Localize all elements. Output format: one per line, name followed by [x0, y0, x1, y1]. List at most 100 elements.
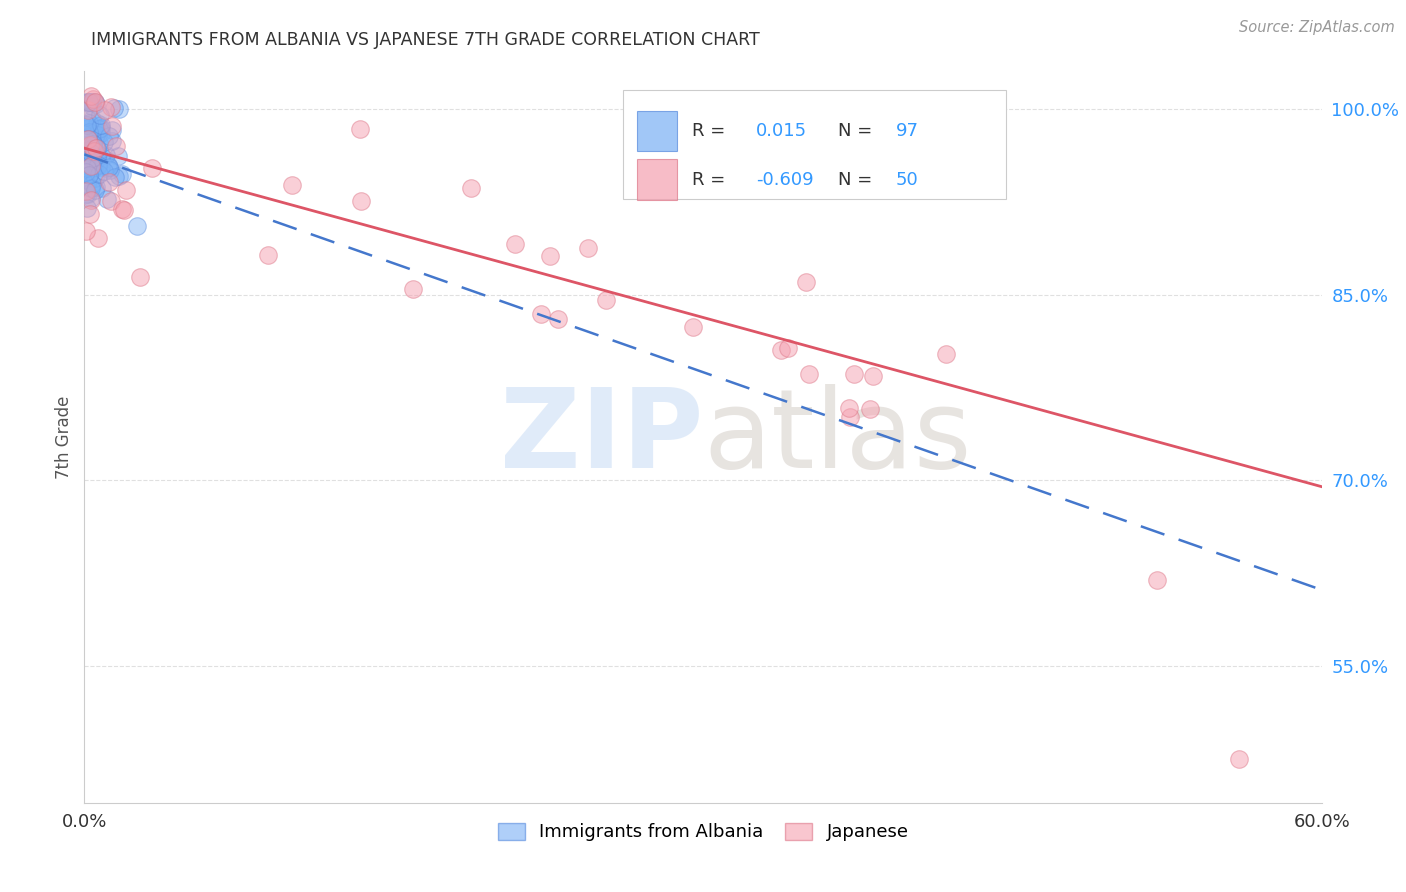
Point	[80, 89, 103, 103]
Point	[76, 202, 98, 216]
Point	[87, 154, 110, 169]
Point	[76, 121, 98, 136]
Point	[77, 156, 100, 170]
Point	[90, 148, 112, 162]
Point	[115, 183, 138, 197]
Point	[73, 172, 96, 186]
Point	[84, 95, 107, 110]
Point	[97, 175, 120, 189]
Point	[98, 160, 121, 174]
Point	[97, 158, 120, 172]
Point	[1146, 573, 1168, 587]
Point	[80, 112, 103, 126]
Point	[108, 169, 131, 183]
Point	[682, 320, 704, 334]
Point	[89, 167, 111, 181]
Point	[79, 138, 101, 153]
Point	[349, 122, 371, 136]
Text: R =: R =	[692, 170, 725, 188]
Point	[80, 193, 103, 207]
Point	[98, 162, 121, 177]
Point	[86, 116, 108, 130]
Bar	[637, 112, 678, 152]
Point	[84, 129, 107, 144]
Point	[73, 154, 96, 169]
Point	[77, 116, 100, 130]
Point	[82, 136, 104, 151]
Point	[86, 146, 108, 161]
Point	[76, 161, 98, 175]
Point	[838, 409, 860, 424]
Point	[75, 110, 97, 124]
Point	[93, 135, 115, 149]
Text: Source: ZipAtlas.com: Source: ZipAtlas.com	[1239, 20, 1395, 35]
Point	[80, 165, 103, 179]
Point	[80, 151, 103, 165]
Point	[128, 270, 150, 285]
Point	[75, 184, 97, 198]
Point	[76, 118, 98, 132]
Point	[76, 178, 98, 192]
Point	[100, 135, 122, 149]
Point	[80, 142, 103, 156]
Point	[96, 192, 118, 206]
Point	[83, 121, 105, 136]
Point	[75, 155, 97, 169]
Point	[86, 231, 108, 245]
Point	[77, 130, 100, 145]
Point	[281, 178, 304, 192]
Point	[84, 182, 107, 196]
FancyBboxPatch shape	[623, 90, 1007, 200]
Point	[77, 95, 100, 110]
Text: R =: R =	[692, 122, 725, 140]
Point	[838, 401, 860, 415]
Point	[111, 168, 134, 182]
Point	[77, 95, 100, 110]
Point	[90, 160, 112, 174]
Point	[76, 103, 98, 117]
Point	[80, 145, 103, 160]
Point	[103, 101, 125, 115]
Point	[83, 156, 105, 170]
Point	[97, 161, 120, 175]
Point	[80, 181, 103, 195]
Point	[86, 158, 108, 172]
Point	[94, 103, 117, 117]
Point	[79, 160, 101, 174]
Point	[89, 122, 111, 136]
Point	[503, 237, 526, 252]
Text: atlas: atlas	[703, 384, 972, 491]
Point	[75, 95, 97, 110]
Point	[77, 186, 100, 201]
Point	[76, 159, 98, 173]
Point	[794, 275, 817, 289]
Point	[80, 155, 103, 169]
Point	[75, 165, 97, 179]
Point	[460, 181, 482, 195]
Point	[94, 148, 117, 162]
Point	[86, 149, 108, 163]
Text: IMMIGRANTS FROM ALBANIA VS JAPANESE 7TH GRADE CORRELATION CHART: IMMIGRANTS FROM ALBANIA VS JAPANESE 7TH …	[91, 31, 761, 49]
Point	[87, 128, 110, 142]
Point	[778, 341, 800, 355]
Point	[100, 123, 122, 137]
Point	[90, 118, 112, 132]
Point	[111, 202, 134, 216]
Point	[84, 180, 107, 194]
Point	[75, 187, 97, 202]
Point	[257, 248, 280, 262]
Point	[769, 343, 792, 357]
Point	[100, 100, 122, 114]
Point	[112, 203, 135, 218]
Point	[89, 108, 111, 122]
Point	[75, 224, 97, 238]
Point	[73, 145, 96, 159]
Point	[98, 128, 121, 143]
Point	[80, 178, 103, 192]
Point	[89, 120, 111, 135]
Point	[104, 138, 127, 153]
Point	[75, 153, 97, 167]
Point	[935, 346, 957, 360]
Point	[80, 95, 103, 110]
Point	[75, 122, 97, 136]
